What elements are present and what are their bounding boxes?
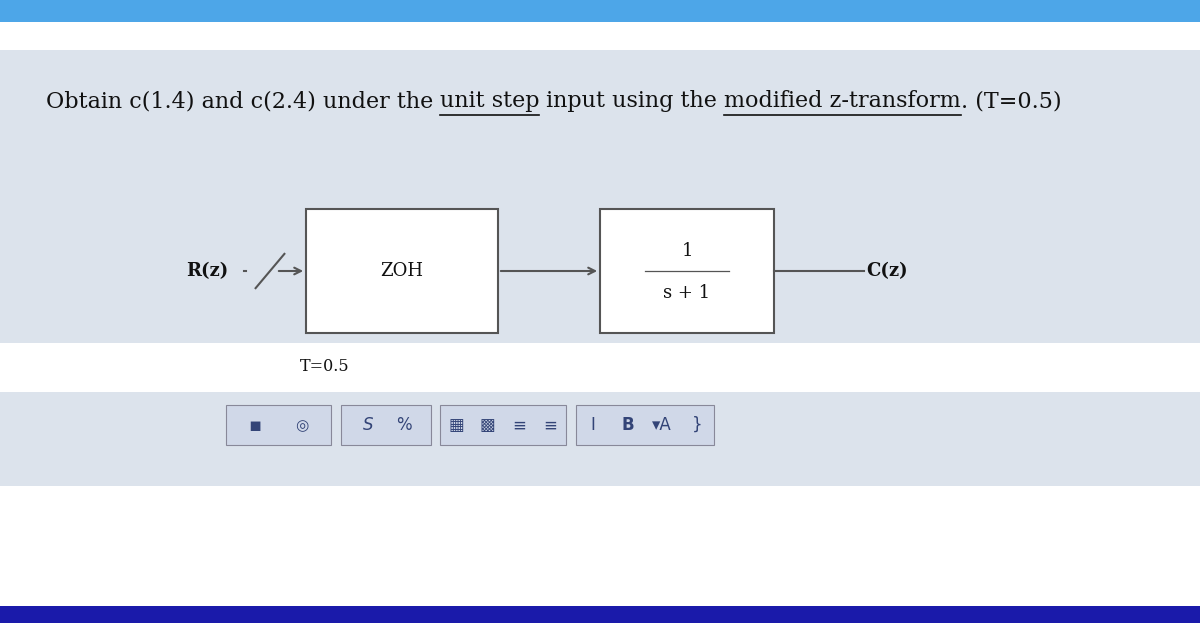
Bar <box>341 405 431 445</box>
Text: s + 1: s + 1 <box>664 284 710 302</box>
Text: C(z): C(z) <box>866 262 908 280</box>
Text: ZOH: ZOH <box>380 262 424 280</box>
Bar <box>306 209 498 333</box>
Bar <box>0 50 1200 343</box>
Bar <box>600 209 774 333</box>
Text: . (T=0.5): . (T=0.5) <box>961 90 1062 112</box>
Text: modified z-transform: modified z-transform <box>725 90 961 112</box>
Text: ≡: ≡ <box>544 416 558 434</box>
Text: T=0.5: T=0.5 <box>300 358 349 375</box>
Text: 1: 1 <box>682 242 692 260</box>
Bar <box>0 0 1200 22</box>
Text: unit step: unit step <box>440 90 540 112</box>
Text: %: % <box>396 416 412 434</box>
Text: ▾A: ▾A <box>653 416 672 434</box>
Bar <box>226 405 331 445</box>
Text: Obtain c(1.4) and c(2.4) under the: Obtain c(1.4) and c(2.4) under the <box>46 90 440 112</box>
Bar <box>0 392 1200 486</box>
Text: B: B <box>622 416 634 434</box>
Text: ▩: ▩ <box>480 416 496 434</box>
Text: I: I <box>590 416 595 434</box>
Text: S: S <box>362 416 373 434</box>
Text: R(z): R(z) <box>186 262 228 280</box>
Text: input using the: input using the <box>540 90 725 112</box>
Text: ◎: ◎ <box>295 417 308 433</box>
Text: ≡: ≡ <box>512 416 526 434</box>
Bar <box>576 405 714 445</box>
Bar <box>0 606 1200 623</box>
Bar <box>440 405 566 445</box>
Text: }: } <box>691 416 702 434</box>
Text: ▦: ▦ <box>449 416 464 434</box>
Text: ▪: ▪ <box>248 416 262 435</box>
